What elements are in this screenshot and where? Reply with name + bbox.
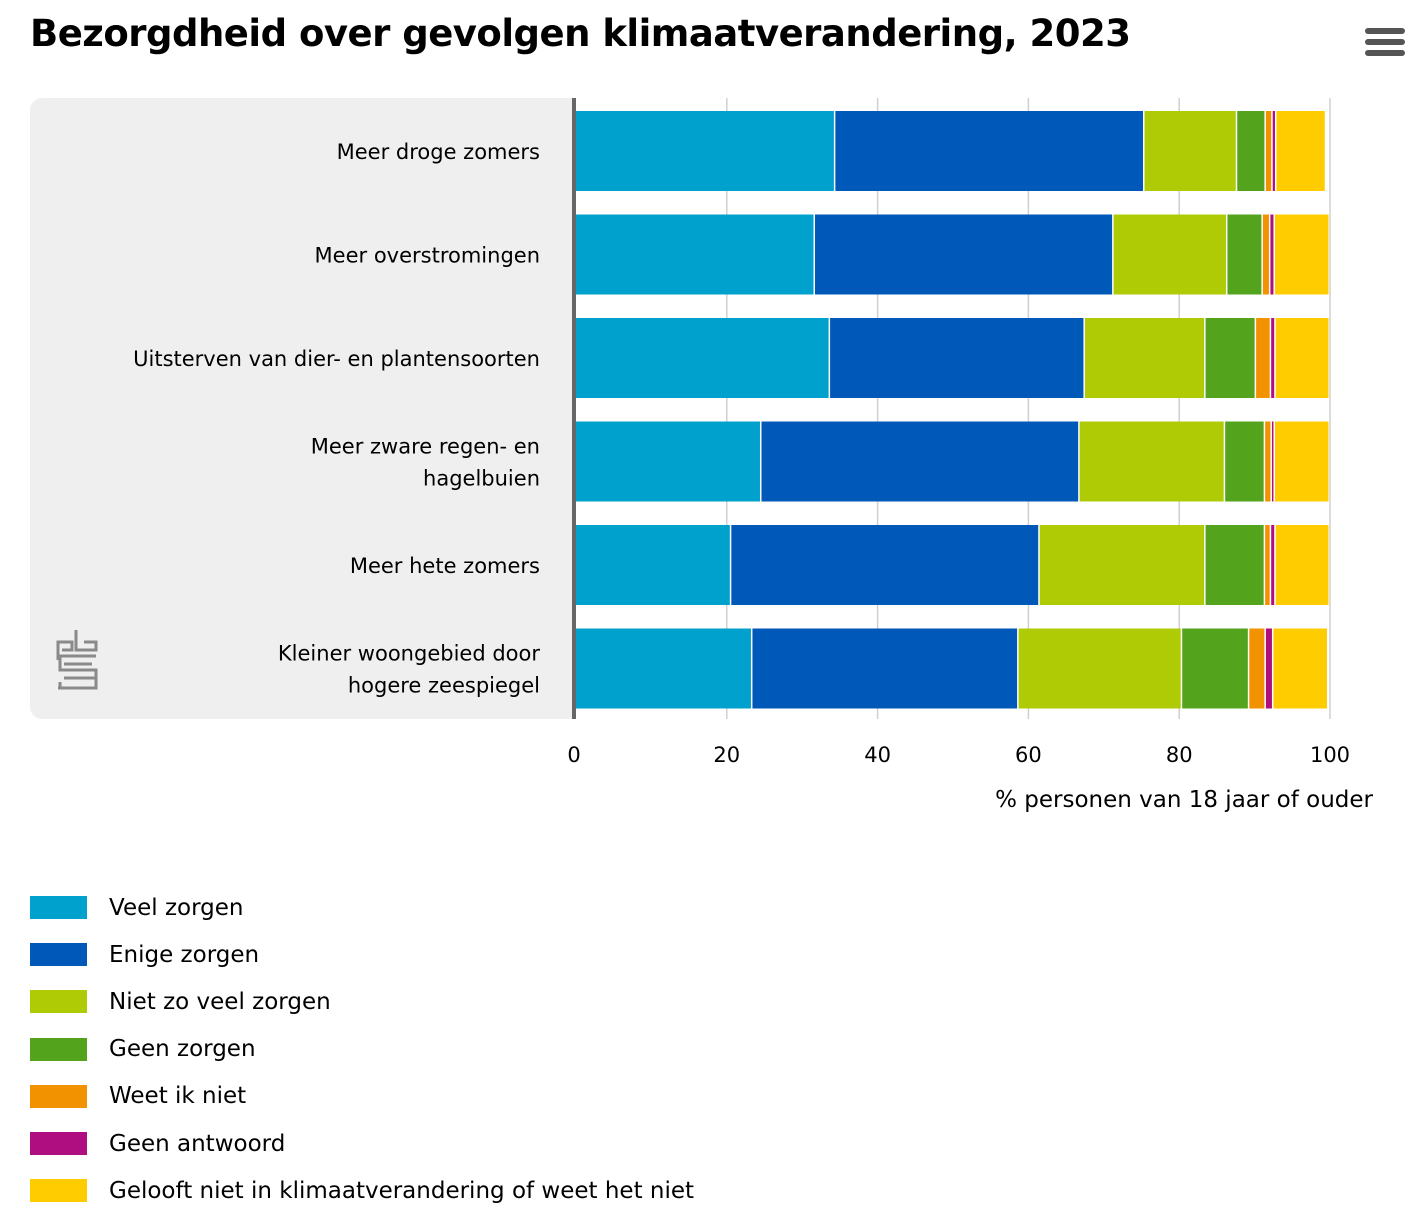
- bar-segment-enige-zorgen[interactable]: [830, 318, 1084, 398]
- category-label: Kleiner woongebied door: [278, 642, 540, 666]
- legend-item[interactable]: Enige zorgen: [30, 931, 694, 978]
- bar-segment-geen-antwoord[interactable]: [1271, 421, 1274, 502]
- bar-segment-weet-ik-niet[interactable]: [1265, 525, 1270, 605]
- bar-segment-veel-zorgen[interactable]: [576, 525, 730, 605]
- legend-item[interactable]: Niet zo veel zorgen: [30, 978, 694, 1025]
- category-label: Meer hete zomers: [350, 554, 540, 578]
- legend: Veel zorgen Enige zorgen Niet zo veel zorg…: [30, 884, 694, 1214]
- bar-segment-geen-antwoord[interactable]: [1265, 628, 1272, 709]
- hamburger-menu-icon[interactable]: [1365, 28, 1405, 58]
- bar-segment-gelooft-niet-in-klimaatverandering-of-weet-het-niet[interactable]: [1276, 111, 1325, 191]
- label-panel: [30, 98, 590, 719]
- chart-title: Bezorgdheid over gevolgen klimaatverande…: [30, 12, 1131, 55]
- bar-segment-gelooft-niet-in-klimaatverandering-of-weet-het-niet[interactable]: [1274, 421, 1329, 502]
- cbs-logo-icon: [56, 630, 98, 690]
- category-label: hagelbuien: [423, 467, 540, 491]
- bar-segment-weet-ik-niet[interactable]: [1249, 628, 1265, 709]
- bar-segment-geen-zorgen[interactable]: [1205, 525, 1264, 605]
- bar-segment-enige-zorgen[interactable]: [752, 628, 1018, 709]
- x-tick-label: 60: [1015, 743, 1042, 767]
- bar-segment-enige-zorgen[interactable]: [761, 421, 1079, 502]
- legend-label: Niet zo veel zorgen: [109, 988, 331, 1015]
- category-label: Uitsterven van dier- en plantensoorten: [133, 347, 540, 371]
- legend-swatch: [30, 990, 87, 1014]
- bar-segment-geen-antwoord[interactable]: [1271, 525, 1275, 605]
- x-axis-title: % personen van 18 jaar of ouder: [995, 787, 1373, 813]
- bar-segment-weet-ik-niet[interactable]: [1256, 318, 1270, 398]
- category-label: Meer zware regen- en: [311, 435, 540, 459]
- legend-label: Weet ik niet: [109, 1083, 247, 1110]
- bar-segment-enige-zorgen[interactable]: [731, 525, 1039, 605]
- bar-segment-niet-zo-veel-zorgen[interactable]: [1113, 214, 1226, 295]
- legend-swatch: [30, 896, 87, 920]
- legend-item[interactable]: Gelooft niet in klimaatverandering of we…: [30, 1167, 694, 1214]
- x-tick-label: 0: [567, 743, 580, 767]
- legend-swatch: [30, 1037, 87, 1061]
- bar-segment-niet-zo-veel-zorgen[interactable]: [1039, 525, 1205, 605]
- bar-segment-weet-ik-niet[interactable]: [1265, 421, 1271, 502]
- legend-item[interactable]: Geen antwoord: [30, 1120, 694, 1167]
- bar-segment-niet-zo-veel-zorgen[interactable]: [1018, 628, 1181, 709]
- x-tick-label: 20: [713, 743, 740, 767]
- bar-segment-niet-zo-veel-zorgen[interactable]: [1144, 111, 1236, 191]
- bar-segment-geen-antwoord[interactable]: [1271, 318, 1275, 398]
- legend-label: Geen zorgen: [109, 1036, 256, 1063]
- legend-item[interactable]: Veel zorgen: [30, 884, 694, 931]
- legend-swatch: [30, 943, 87, 967]
- bar-segment-geen-zorgen[interactable]: [1227, 214, 1262, 295]
- legend-swatch: [30, 1132, 87, 1156]
- bar-segment-gelooft-niet-in-klimaatverandering-of-weet-het-niet[interactable]: [1275, 318, 1329, 398]
- bar-segment-veel-zorgen[interactable]: [576, 421, 760, 502]
- legend-swatch: [30, 1179, 87, 1203]
- bar-segment-gelooft-niet-in-klimaatverandering-of-weet-het-niet[interactable]: [1275, 525, 1329, 605]
- bar-segment-geen-zorgen[interactable]: [1225, 421, 1264, 502]
- bar-segment-geen-zorgen[interactable]: [1237, 111, 1265, 191]
- bar-segment-weet-ik-niet[interactable]: [1262, 214, 1269, 295]
- bar-segment-gelooft-niet-in-klimaatverandering-of-weet-het-niet[interactable]: [1273, 628, 1327, 709]
- legend-label: Enige zorgen: [109, 941, 260, 968]
- bar-segment-niet-zo-veel-zorgen[interactable]: [1079, 421, 1224, 502]
- bar-segment-gelooft-niet-in-klimaatverandering-of-weet-het-niet[interactable]: [1274, 214, 1329, 295]
- category-label: Meer droge zomers: [337, 140, 540, 164]
- x-tick-label: 100: [1310, 743, 1350, 767]
- legend-label: Geen antwoord: [109, 1130, 286, 1157]
- bar-segment-weet-ik-niet[interactable]: [1265, 111, 1272, 191]
- bar-segment-veel-zorgen[interactable]: [576, 111, 834, 191]
- bar-segment-enige-zorgen[interactable]: [835, 111, 1144, 191]
- chart-area: Meer droge zomers Meer overstromingen Uits…: [30, 98, 1374, 813]
- bar-segment-veel-zorgen[interactable]: [576, 318, 829, 398]
- category-label: hogere zeespiegel: [348, 674, 540, 698]
- legend-item[interactable]: Weet ik niet: [30, 1073, 694, 1120]
- legend-label: Veel zorgen: [109, 894, 244, 921]
- legend-item[interactable]: Geen zorgen: [30, 1026, 694, 1073]
- legend-label: Gelooft niet in klimaatverandering of we…: [109, 1177, 695, 1204]
- x-tick-label: 80: [1166, 743, 1193, 767]
- bar-segment-geen-antwoord[interactable]: [1272, 111, 1275, 191]
- bar-segment-niet-zo-veel-zorgen[interactable]: [1084, 318, 1205, 398]
- bar-segment-geen-antwoord[interactable]: [1270, 214, 1274, 295]
- bar-segment-geen-zorgen[interactable]: [1205, 318, 1255, 398]
- bar-segment-enige-zorgen[interactable]: [815, 214, 1113, 295]
- category-label: Meer overstromingen: [315, 244, 540, 268]
- bar-segment-veel-zorgen[interactable]: [576, 214, 814, 295]
- x-tick-label: 40: [864, 743, 891, 767]
- bar-segment-veel-zorgen[interactable]: [576, 628, 751, 709]
- bar-segment-geen-zorgen[interactable]: [1182, 628, 1248, 709]
- legend-swatch: [30, 1084, 87, 1108]
